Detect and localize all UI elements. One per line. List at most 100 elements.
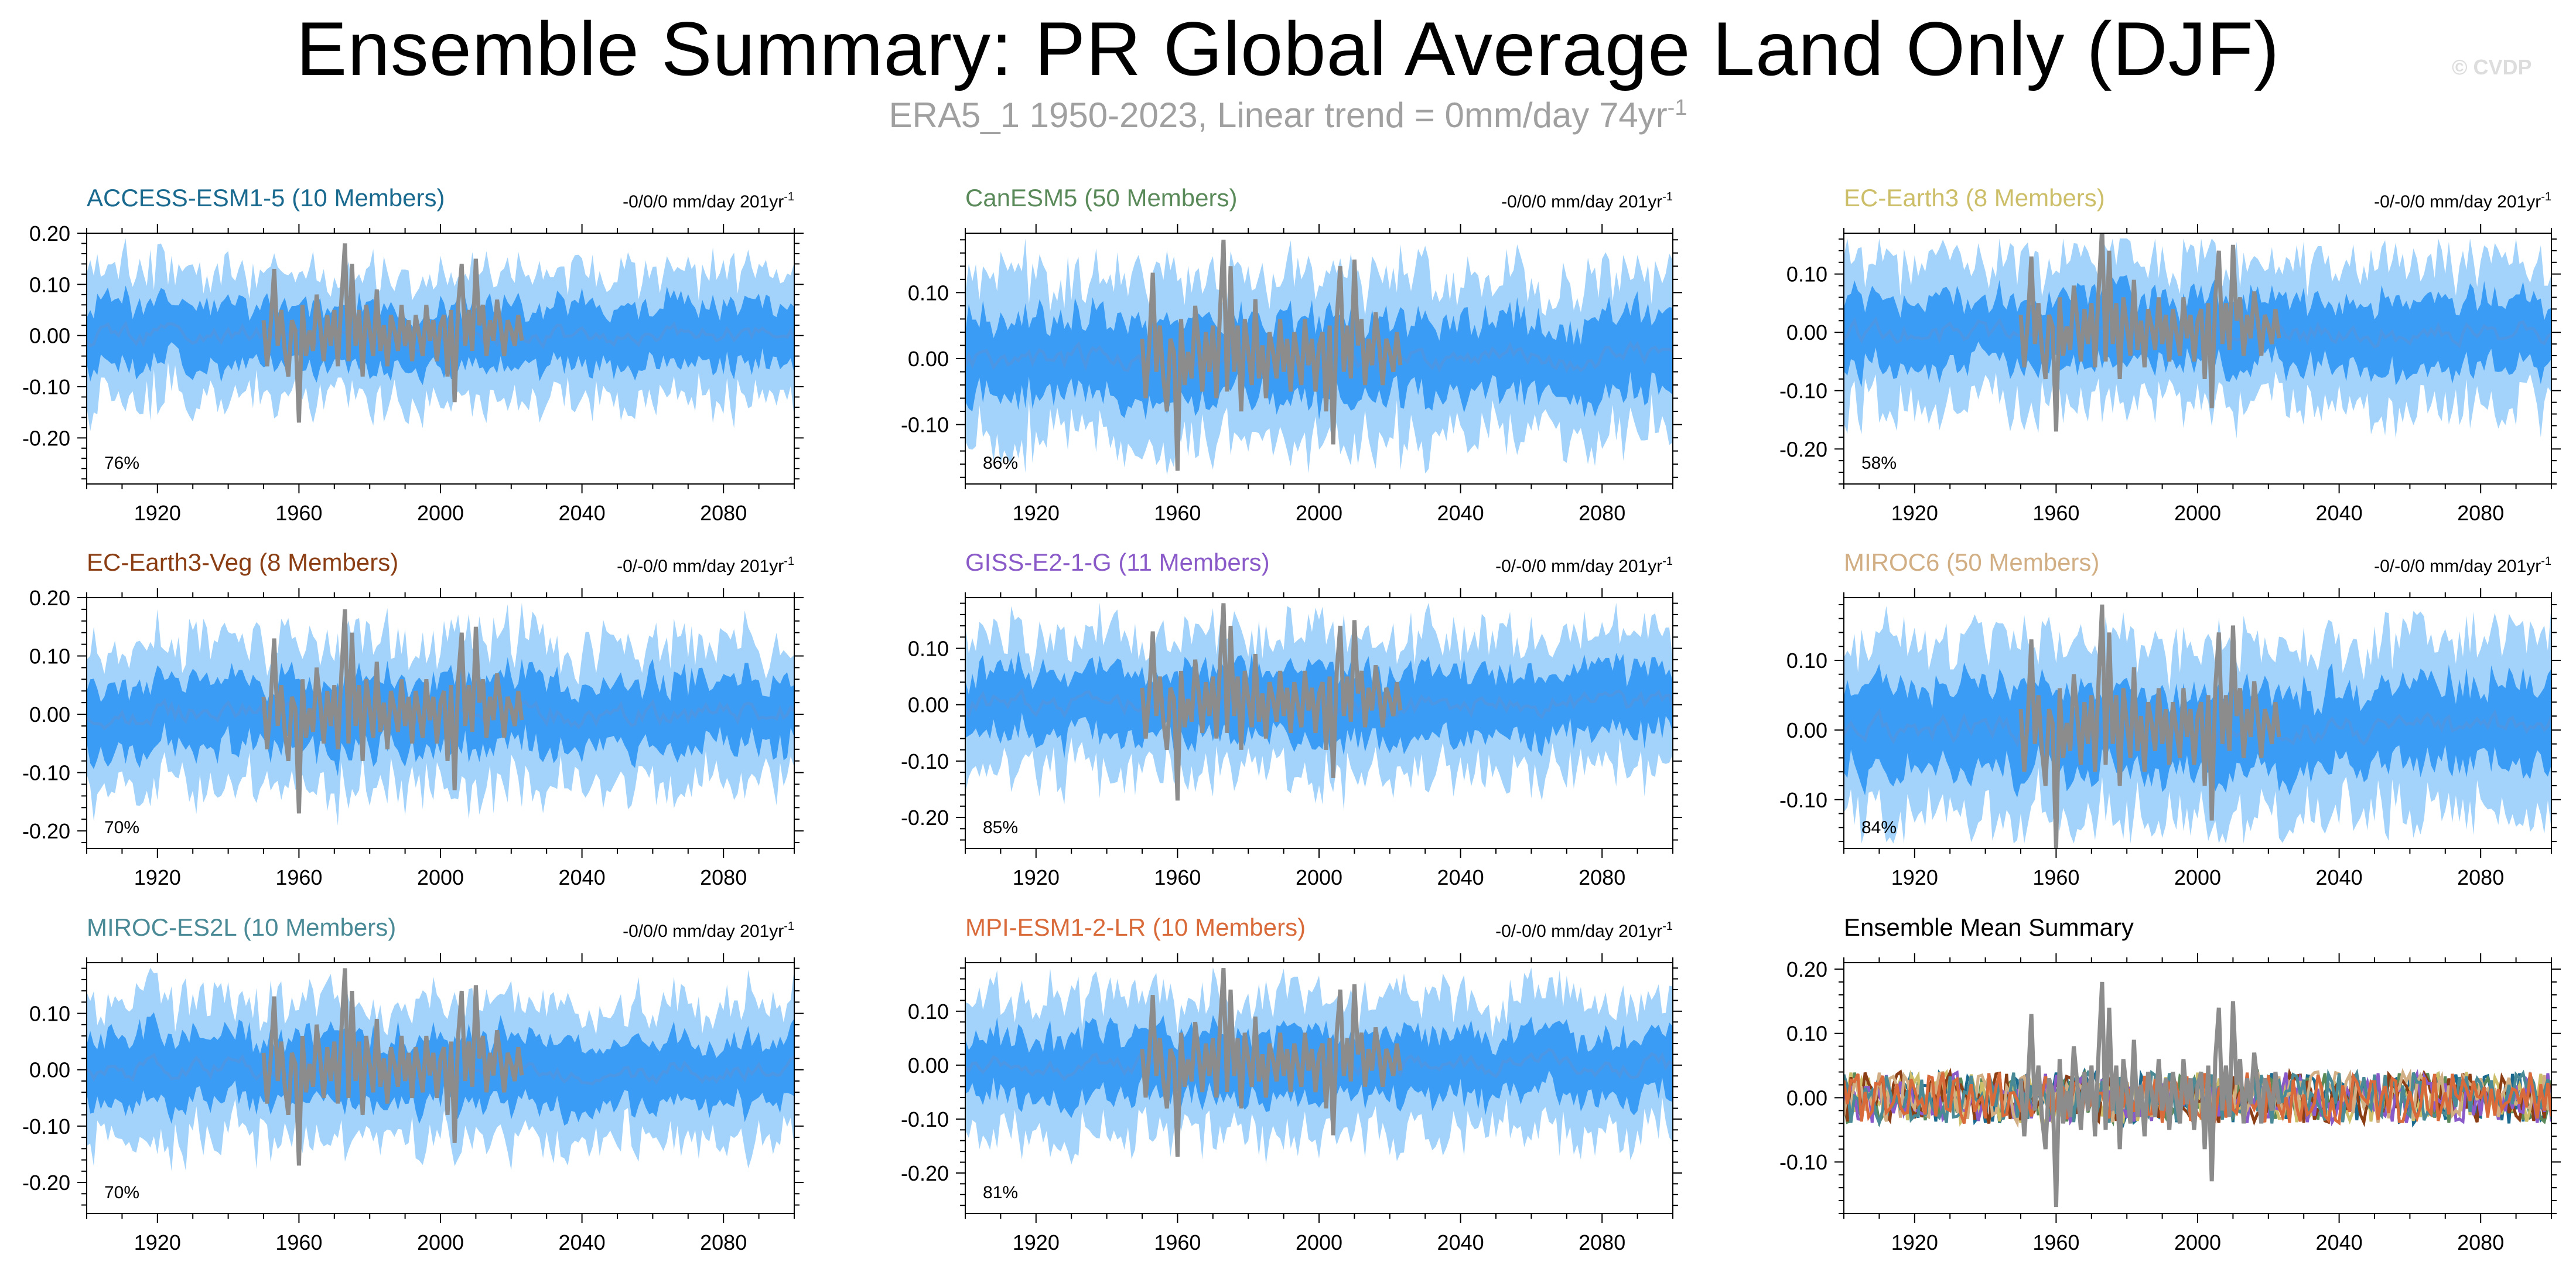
chart-panel: 1920 1960 2000 2040 2080 0.10 0.00 -0.10 -0.20 EC… <box>1779 184 2561 525</box>
panel-title: GISS-E2-1-G (11 Members) <box>965 548 1270 576</box>
y-tick-label: 0.00 <box>29 1058 70 1082</box>
plot-area <box>965 602 1673 811</box>
chart-panel: 1920 1960 2000 2040 2080 0.10 0.00 -0.10 MIROC6 … <box>1779 548 2561 889</box>
panel-title: EC-Earth3-Veg (8 Members) <box>87 548 398 576</box>
x-tick-label: 1920 <box>134 501 181 525</box>
x-tick-label: 2040 <box>2316 865 2363 889</box>
x-tick-label: 2080 <box>2457 501 2504 525</box>
y-tick-label: -0.20 <box>901 1161 949 1185</box>
panel-title: CanESM5 (50 Members) <box>965 184 1237 212</box>
trend-label: -0/0/0 mm/day 201yr-1 <box>623 920 794 941</box>
plot-area <box>965 238 1673 476</box>
plot-area <box>1844 233 2551 439</box>
x-tick-label: 2080 <box>700 501 747 525</box>
plot-area <box>87 967 794 1171</box>
y-tick-label: -0.20 <box>22 426 70 450</box>
y-tick-label: 0.20 <box>29 221 70 246</box>
plot-area <box>87 238 794 432</box>
panel-title: ACCESS-ESM1-5 (10 Members) <box>87 184 445 212</box>
y-tick-label: 0.00 <box>908 693 949 717</box>
trend-label: -0/-0/0 mm/day 201yr-1 <box>617 555 794 576</box>
trend-superscript: -1 <box>1662 555 1673 568</box>
x-tick-label: 1960 <box>2032 865 2079 889</box>
y-tick-label: -0.10 <box>1779 379 1827 403</box>
observation-line <box>261 968 524 1166</box>
x-tick-label: 2000 <box>2174 501 2221 525</box>
chart-panel: 1920 1960 2000 2040 2080 0.10 0.00 -0.10 -0.20 MP… <box>901 913 1682 1254</box>
trend-superscript: -1 <box>784 555 794 568</box>
x-tick-label: 2000 <box>417 865 464 889</box>
trend-text: -0/0/0 mm/day 201yr <box>1501 192 1662 212</box>
y-tick-label: 0.00 <box>1786 1086 1827 1110</box>
percent-label: 70% <box>104 818 139 837</box>
percent-label: 70% <box>104 1183 139 1202</box>
trend-text: -0/0/0 mm/day 201yr <box>623 192 784 212</box>
y-tick-label: 0.00 <box>29 703 70 727</box>
model-mean-line <box>1844 1072 2551 1126</box>
y-tick-label: 0.10 <box>908 637 949 661</box>
x-tick-label: 1920 <box>1013 865 1060 889</box>
panel-title: EC-Earth3 (8 Members) <box>1844 184 2105 212</box>
y-tick-label: 0.10 <box>29 645 70 669</box>
panel-title: MIROC6 (50 Members) <box>1844 548 2099 576</box>
x-tick-label: 2080 <box>700 865 747 889</box>
trend-text: -0/-0/0 mm/day 201yr <box>2374 557 2541 576</box>
x-tick-label: 1960 <box>1154 501 1201 525</box>
chart-panel: 1920 1960 2000 2040 2080 0.20 0.10 0.00 -0.10 -0.… <box>22 184 804 525</box>
x-tick-label: 2080 <box>2457 1230 2504 1254</box>
y-tick-label: 0.00 <box>1786 718 1827 742</box>
plot-area <box>1844 981 2551 1208</box>
x-tick-label: 2040 <box>2316 501 2363 525</box>
percent-label: 86% <box>983 454 1018 473</box>
x-tick-label: 1920 <box>134 1230 181 1254</box>
trend-label: -0/-0/0 mm/day 201yr-1 <box>1495 555 1673 576</box>
y-tick-label: 0.00 <box>29 324 70 348</box>
y-tick-label: -0.20 <box>22 819 70 843</box>
y-tick-label: 0.10 <box>908 281 949 305</box>
percent-label: 76% <box>104 454 139 473</box>
y-tick-label: 0.10 <box>29 1002 70 1026</box>
y-tick-label: -0.10 <box>1779 1150 1827 1174</box>
chart-panel: 1920 1960 2000 2040 2080 0.20 0.10 0.00 -0.10 Ens… <box>1779 913 2561 1254</box>
x-tick-label: 2080 <box>1579 865 1625 889</box>
y-tick-label: -0.10 <box>901 749 949 773</box>
page-title: Ensemble Summary: PR Global Average Land… <box>296 6 2280 91</box>
chart-panel: 1920 1960 2000 2040 2080 0.10 0.00 -0.10 -0.20 MI… <box>22 913 804 1254</box>
plot-area <box>87 602 794 826</box>
y-tick-label: -0.10 <box>901 1107 949 1131</box>
x-tick-label: 2040 <box>1437 501 1484 525</box>
trend-superscript: -1 <box>784 190 794 203</box>
trend-text: -0/-0/0 mm/day 201yr <box>1495 557 1662 576</box>
x-tick-label: 1960 <box>275 865 322 889</box>
watermark: © CVDP <box>2452 55 2532 79</box>
trend-label: -0/-0/0 mm/day 201yr-1 <box>2374 190 2551 212</box>
x-tick-label: 1960 <box>2032 501 2079 525</box>
y-tick-label: -0.10 <box>901 413 949 437</box>
percent-label: 84% <box>1861 818 1897 837</box>
x-tick-label: 1920 <box>1891 865 1938 889</box>
x-tick-label: 2000 <box>417 501 464 525</box>
percent-label: 85% <box>983 818 1018 837</box>
x-tick-label: 2080 <box>1579 1230 1625 1254</box>
x-tick-label: 2080 <box>2457 865 2504 889</box>
y-tick-label: 0.00 <box>1786 320 1827 345</box>
x-tick-label: 1960 <box>275 501 322 525</box>
page-subtitle: ERA5_1 1950-2023, Linear trend = 0mm/day… <box>0 95 2576 135</box>
panel-title: MPI-ESM1-2-LR (10 Members) <box>965 913 1306 941</box>
x-tick-label: 1920 <box>134 865 181 889</box>
x-tick-label: 1920 <box>1891 1230 1938 1254</box>
x-tick-label: 2040 <box>2316 1230 2363 1254</box>
x-tick-label: 2000 <box>2174 1230 2221 1254</box>
x-tick-label: 2040 <box>1437 1230 1484 1254</box>
y-tick-label: 0.20 <box>1786 957 1827 981</box>
observation-line <box>1140 603 1403 801</box>
observation-line <box>261 243 524 423</box>
x-tick-label: 1920 <box>1013 1230 1060 1254</box>
x-tick-label: 2000 <box>1296 865 1342 889</box>
x-tick-label: 1960 <box>1154 1230 1201 1254</box>
x-tick-label: 1920 <box>1891 501 1938 525</box>
trend-text: -0/0/0 mm/day 201yr <box>623 922 784 941</box>
trend-superscript: -1 <box>2541 190 2551 203</box>
y-tick-label: -0.20 <box>901 806 949 830</box>
percent-label: 81% <box>983 1183 1018 1202</box>
